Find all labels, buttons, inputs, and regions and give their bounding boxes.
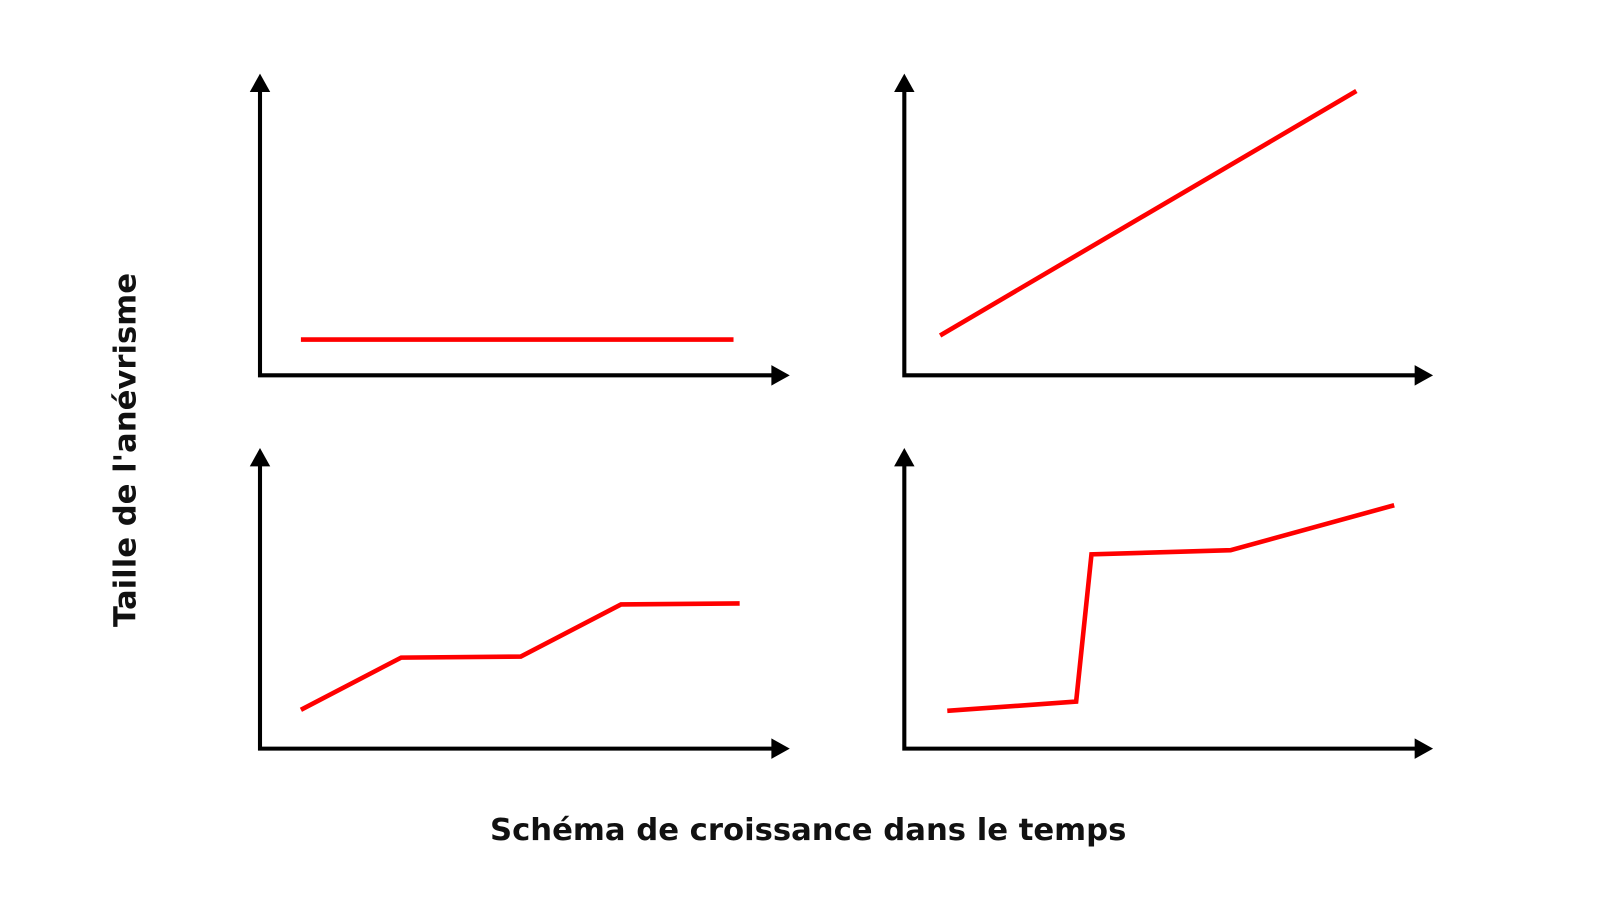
x-axis-label: Schéma de croissance dans le temps [490,813,1126,848]
panel-staircase [249,447,790,759]
axes [257,87,778,378]
panel-jump [894,447,1434,759]
arrow-up [249,73,271,93]
arrow-up [894,73,915,93]
growth-curve [938,89,1358,338]
panel-stable [249,73,790,386]
axes [257,462,778,751]
arrow-right [771,738,790,759]
panel-linear [894,73,1434,386]
arrow-right [771,365,790,386]
arrow-right [1414,365,1434,386]
arrow-up [249,447,271,467]
growth-curve [947,503,1395,714]
axes [902,87,1420,378]
axes [902,462,1420,751]
arrow-up [894,447,915,467]
growth-curve [299,601,740,712]
arrow-right [1414,738,1434,759]
y-axis-label: Taille de l'anévrisme [109,273,144,627]
